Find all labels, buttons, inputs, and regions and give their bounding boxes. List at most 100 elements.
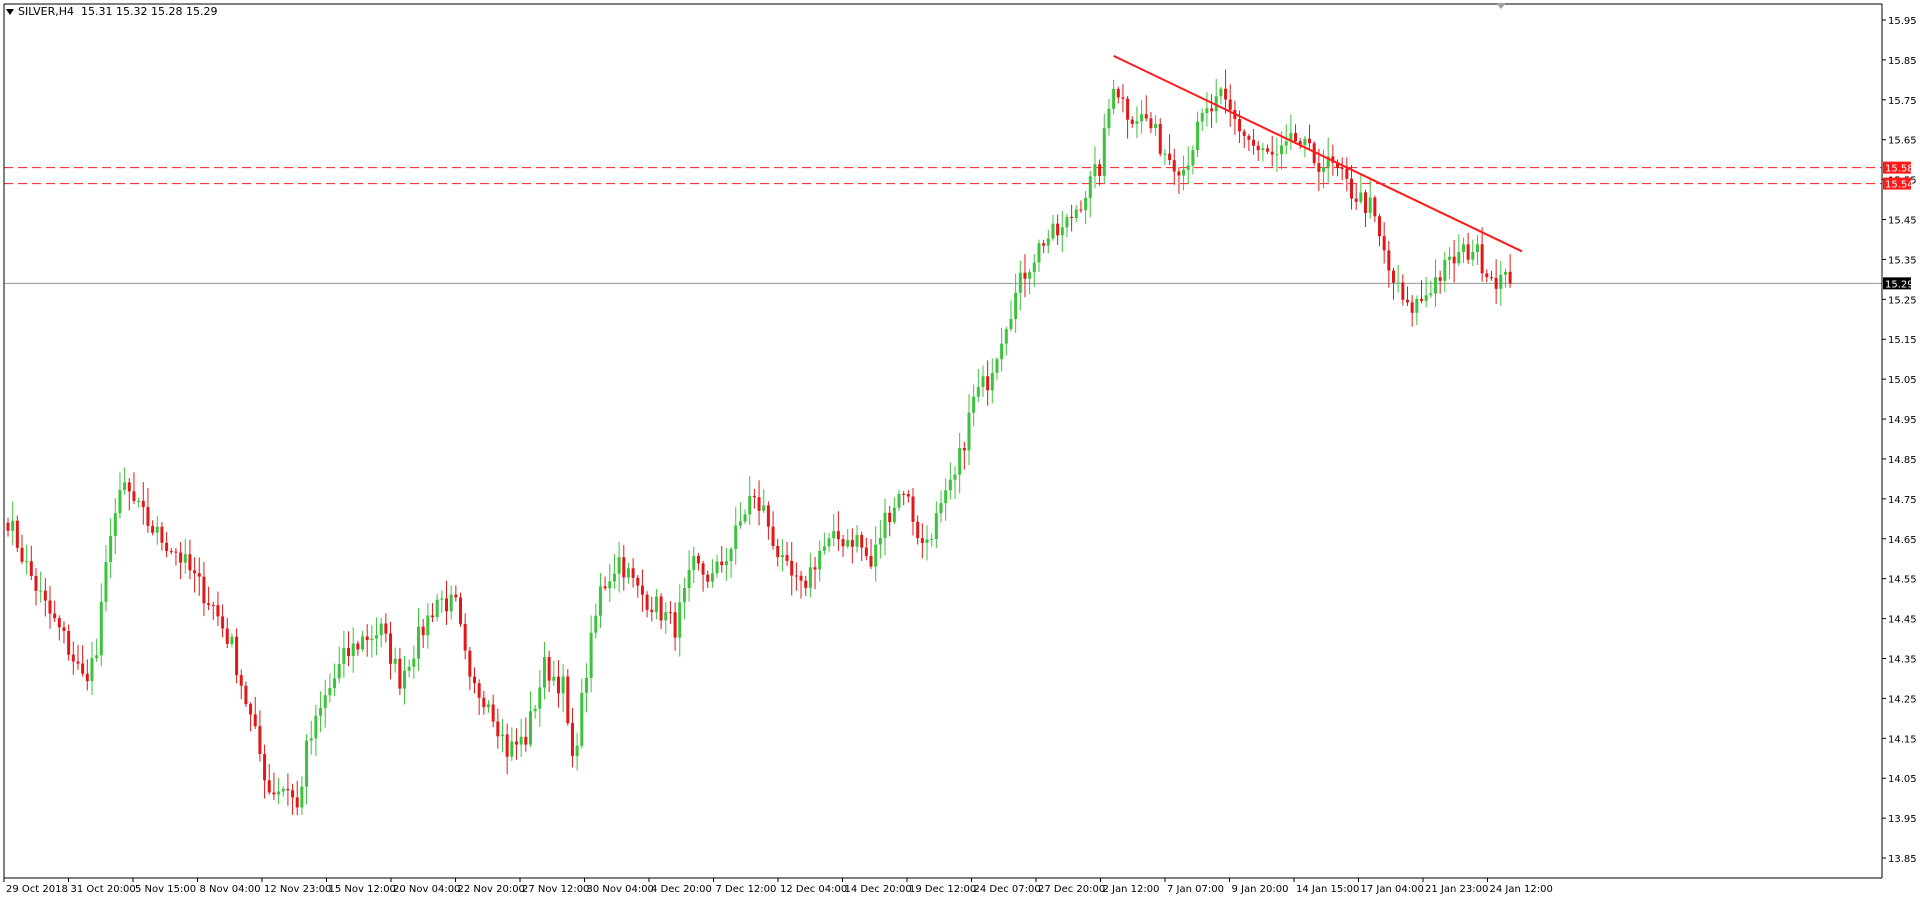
candle[interactable] xyxy=(1070,204,1074,232)
candle[interactable] xyxy=(300,776,304,815)
candle[interactable] xyxy=(902,490,906,506)
candle[interactable] xyxy=(883,498,887,556)
candle[interactable] xyxy=(1433,259,1437,307)
candle[interactable] xyxy=(967,394,971,466)
candle[interactable] xyxy=(720,545,724,573)
candle[interactable] xyxy=(29,545,33,581)
candle[interactable] xyxy=(1116,86,1120,104)
candle[interactable] xyxy=(752,488,756,509)
candle[interactable] xyxy=(99,583,103,667)
candle[interactable] xyxy=(1093,146,1097,189)
candle[interactable] xyxy=(1452,239,1456,283)
candle[interactable] xyxy=(514,728,518,760)
candle[interactable] xyxy=(1056,214,1060,245)
candle[interactable] xyxy=(1443,251,1447,293)
candle[interactable] xyxy=(39,571,43,603)
candle[interactable] xyxy=(1326,137,1330,183)
candle[interactable] xyxy=(263,744,267,799)
candle[interactable] xyxy=(925,525,929,561)
candle[interactable] xyxy=(976,369,980,402)
candle[interactable] xyxy=(328,673,332,703)
candle[interactable] xyxy=(640,569,644,612)
candle[interactable] xyxy=(1210,94,1214,128)
candle[interactable] xyxy=(6,517,10,537)
candle[interactable] xyxy=(1088,170,1092,218)
candle[interactable] xyxy=(403,656,407,705)
candle[interactable] xyxy=(892,497,896,525)
candle[interactable] xyxy=(398,647,402,695)
candle[interactable] xyxy=(384,613,388,643)
candle[interactable] xyxy=(221,604,225,638)
candle[interactable] xyxy=(729,546,733,578)
candle[interactable] xyxy=(808,552,812,598)
candle[interactable] xyxy=(1410,295,1414,327)
candle[interactable] xyxy=(631,558,635,588)
candle[interactable] xyxy=(1177,167,1181,194)
candle[interactable] xyxy=(855,525,859,553)
candle[interactable] xyxy=(1004,326,1008,356)
candle[interactable] xyxy=(790,542,794,596)
candle[interactable] xyxy=(827,533,831,552)
candle[interactable] xyxy=(67,624,71,661)
candle[interactable] xyxy=(183,539,187,574)
candle[interactable] xyxy=(528,691,532,748)
candle[interactable] xyxy=(678,584,682,657)
candle[interactable] xyxy=(295,780,299,816)
candle[interactable] xyxy=(1074,205,1078,223)
candle[interactable] xyxy=(570,707,574,768)
candle[interactable] xyxy=(1158,118,1162,157)
candle[interactable] xyxy=(34,567,38,606)
candle[interactable] xyxy=(626,562,630,584)
candle[interactable] xyxy=(1317,148,1321,192)
candle[interactable] xyxy=(841,534,845,557)
candle[interactable] xyxy=(584,663,588,713)
candle[interactable] xyxy=(1457,234,1461,267)
candle[interactable] xyxy=(771,511,775,550)
candle[interactable] xyxy=(1014,273,1018,334)
candle[interactable] xyxy=(846,528,850,549)
candle[interactable] xyxy=(1135,106,1139,139)
candle[interactable] xyxy=(612,554,616,589)
candle[interactable] xyxy=(309,720,313,755)
candle[interactable] xyxy=(389,621,393,680)
candle[interactable] xyxy=(197,557,201,596)
candle[interactable] xyxy=(580,678,584,749)
candle[interactable] xyxy=(179,542,183,580)
candle[interactable] xyxy=(25,544,29,575)
candle[interactable] xyxy=(491,694,495,728)
candle[interactable] xyxy=(724,547,728,581)
candle[interactable] xyxy=(1224,69,1228,114)
candle[interactable] xyxy=(463,613,467,660)
candle[interactable] xyxy=(118,472,122,519)
candle[interactable] xyxy=(1191,145,1195,175)
candle[interactable] xyxy=(1373,195,1377,223)
candle[interactable] xyxy=(1252,128,1256,155)
candle[interactable] xyxy=(636,575,640,598)
chart-shift-marker-icon[interactable] xyxy=(1496,3,1506,9)
candle[interactable] xyxy=(1009,300,1013,332)
candle[interactable] xyxy=(888,505,892,537)
candle[interactable] xyxy=(174,547,178,566)
candle[interactable] xyxy=(1233,100,1237,135)
candle[interactable] xyxy=(561,664,565,713)
candle[interactable] xyxy=(351,627,355,673)
candle[interactable] xyxy=(1438,270,1442,294)
candle[interactable] xyxy=(1149,112,1153,134)
candle[interactable] xyxy=(1312,141,1316,166)
candle[interactable] xyxy=(1065,213,1069,238)
candle[interactable] xyxy=(235,628,239,684)
candle[interactable] xyxy=(598,573,602,628)
candle[interactable] xyxy=(459,592,463,627)
candle[interactable] xyxy=(1200,108,1204,131)
candle[interactable] xyxy=(113,498,117,555)
candle[interactable] xyxy=(202,561,206,617)
candle[interactable] xyxy=(780,539,784,572)
candle[interactable] xyxy=(822,532,826,555)
candle[interactable] xyxy=(1387,240,1391,288)
candle[interactable] xyxy=(794,562,798,591)
candle[interactable] xyxy=(146,487,150,533)
candle[interactable] xyxy=(11,501,15,546)
candle[interactable] xyxy=(958,432,962,494)
candle[interactable] xyxy=(1256,141,1260,161)
candle[interactable] xyxy=(500,718,504,753)
